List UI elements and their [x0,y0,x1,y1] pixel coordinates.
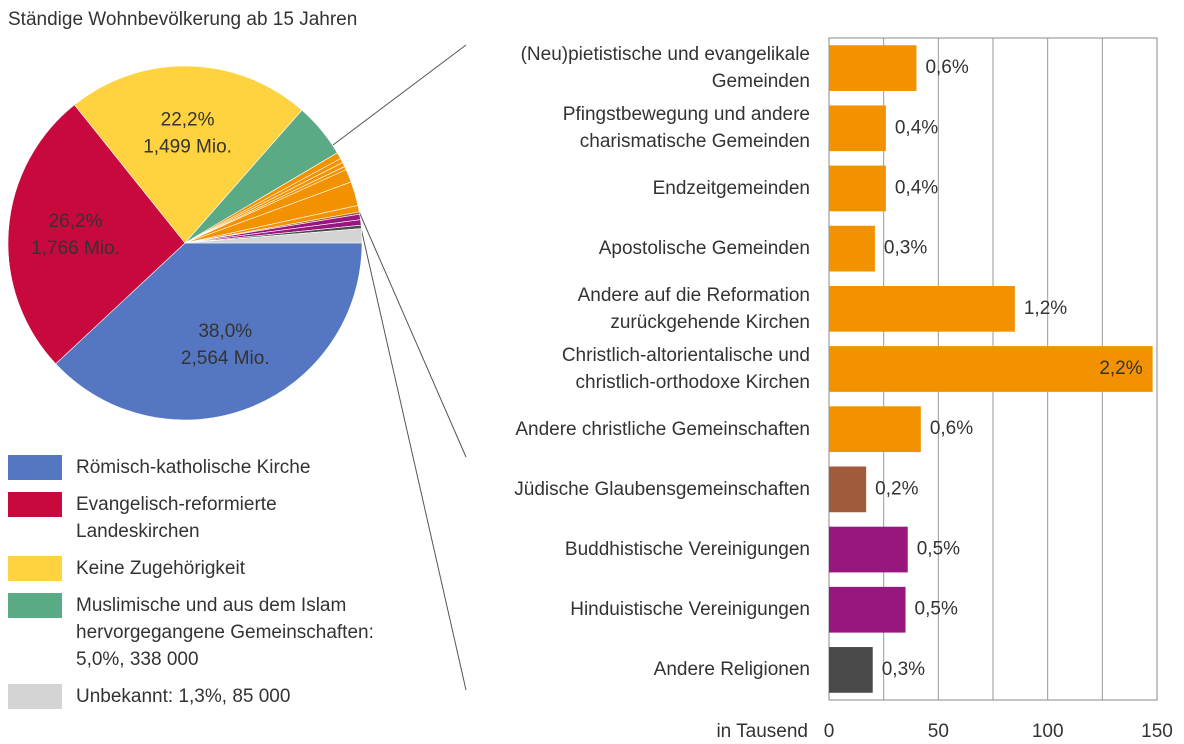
slice-label: 22,2% [161,109,215,130]
pie-slice [184,228,363,244]
share-label: 0,5% [915,599,958,620]
bar [829,466,867,513]
y-tick-label: Christlich-altorientalische und christli… [561,345,810,393]
share-label: 0,4% [895,177,938,198]
share-label: 0,3% [884,238,927,259]
bar [829,45,917,91]
bar [829,526,908,573]
y-tick-label: Hinduistische Vereinigungen [570,599,810,621]
bar [829,346,1153,392]
chart-title: Ständige Wohnbevölkerung ab 15 Jahren [8,9,357,30]
pie-slice [74,65,303,244]
bar [829,285,1015,332]
y-tick-label: Andere auf die Reformation zurückgehende… [577,284,810,333]
slice-amount: 2,564 Mio. [181,348,270,369]
slice-amount: 1,499 Mio. [143,136,232,157]
legend-swatch [8,492,62,517]
y-tick-label: Andere Religionen [653,659,810,681]
x-tick-label: 50 [928,721,949,742]
legend-swatch [8,455,62,480]
pie-slice [7,104,186,365]
bar [829,225,875,272]
share-label: 0,2% [875,478,918,499]
share-label: 0,4% [895,117,938,138]
y-tick-label: Jüdische Glaubensgemeinschaften [514,478,810,500]
share-label: 0,5% [917,539,960,560]
slice-label: 26,2% [49,211,103,232]
bar [829,165,886,212]
legend-label: Keine Zugehörigkeit [76,558,245,579]
bar [829,647,873,693]
legend-label: Evangelisch-reformierte Landeskirchen [76,494,277,542]
x-tick-label: 150 [1141,721,1173,742]
bar [829,406,921,453]
legend-swatch [8,684,62,709]
bar [829,586,906,633]
y-tick-label: Andere christliche Gemeinschaften [515,418,810,440]
legend-label: Unbekannt: 1,3%, 85 000 [76,686,291,707]
x-tick-label: 100 [1032,721,1064,742]
slice-label: 38,0% [198,321,252,342]
legend-label: Muslimische und aus dem Islam hervorgega… [76,595,374,670]
legend-label: Römisch-katholische Kirche [76,457,311,478]
legend-swatch [8,593,62,618]
x-axis-label: in Tausend [716,721,808,742]
y-tick-label: Endzeitgemeinden [652,177,810,199]
pie-slice [55,242,363,421]
connector [332,44,467,146]
share-label: 0,6% [925,57,968,78]
legend-swatch [8,556,62,581]
connector [360,227,467,691]
y-tick-label: (Neu)pietistische und evangelikale Gemei… [520,44,810,93]
connector [356,206,467,458]
share-label: 2,2% [1099,358,1142,379]
slice-amount: 1,766 Mio. [31,238,120,259]
y-tick-label: Buddhistische Vereinigungen [564,539,810,561]
bar [829,105,886,152]
y-tick-label: Pfingstbewegung und andere charismatisch… [562,104,810,153]
y-tick-label: Apostolische Gemeinden [598,238,810,260]
share-label: 0,6% [930,418,973,439]
x-tick-label: 0 [824,721,835,742]
share-label: 1,2% [1024,298,1067,319]
share-label: 0,3% [882,659,925,680]
